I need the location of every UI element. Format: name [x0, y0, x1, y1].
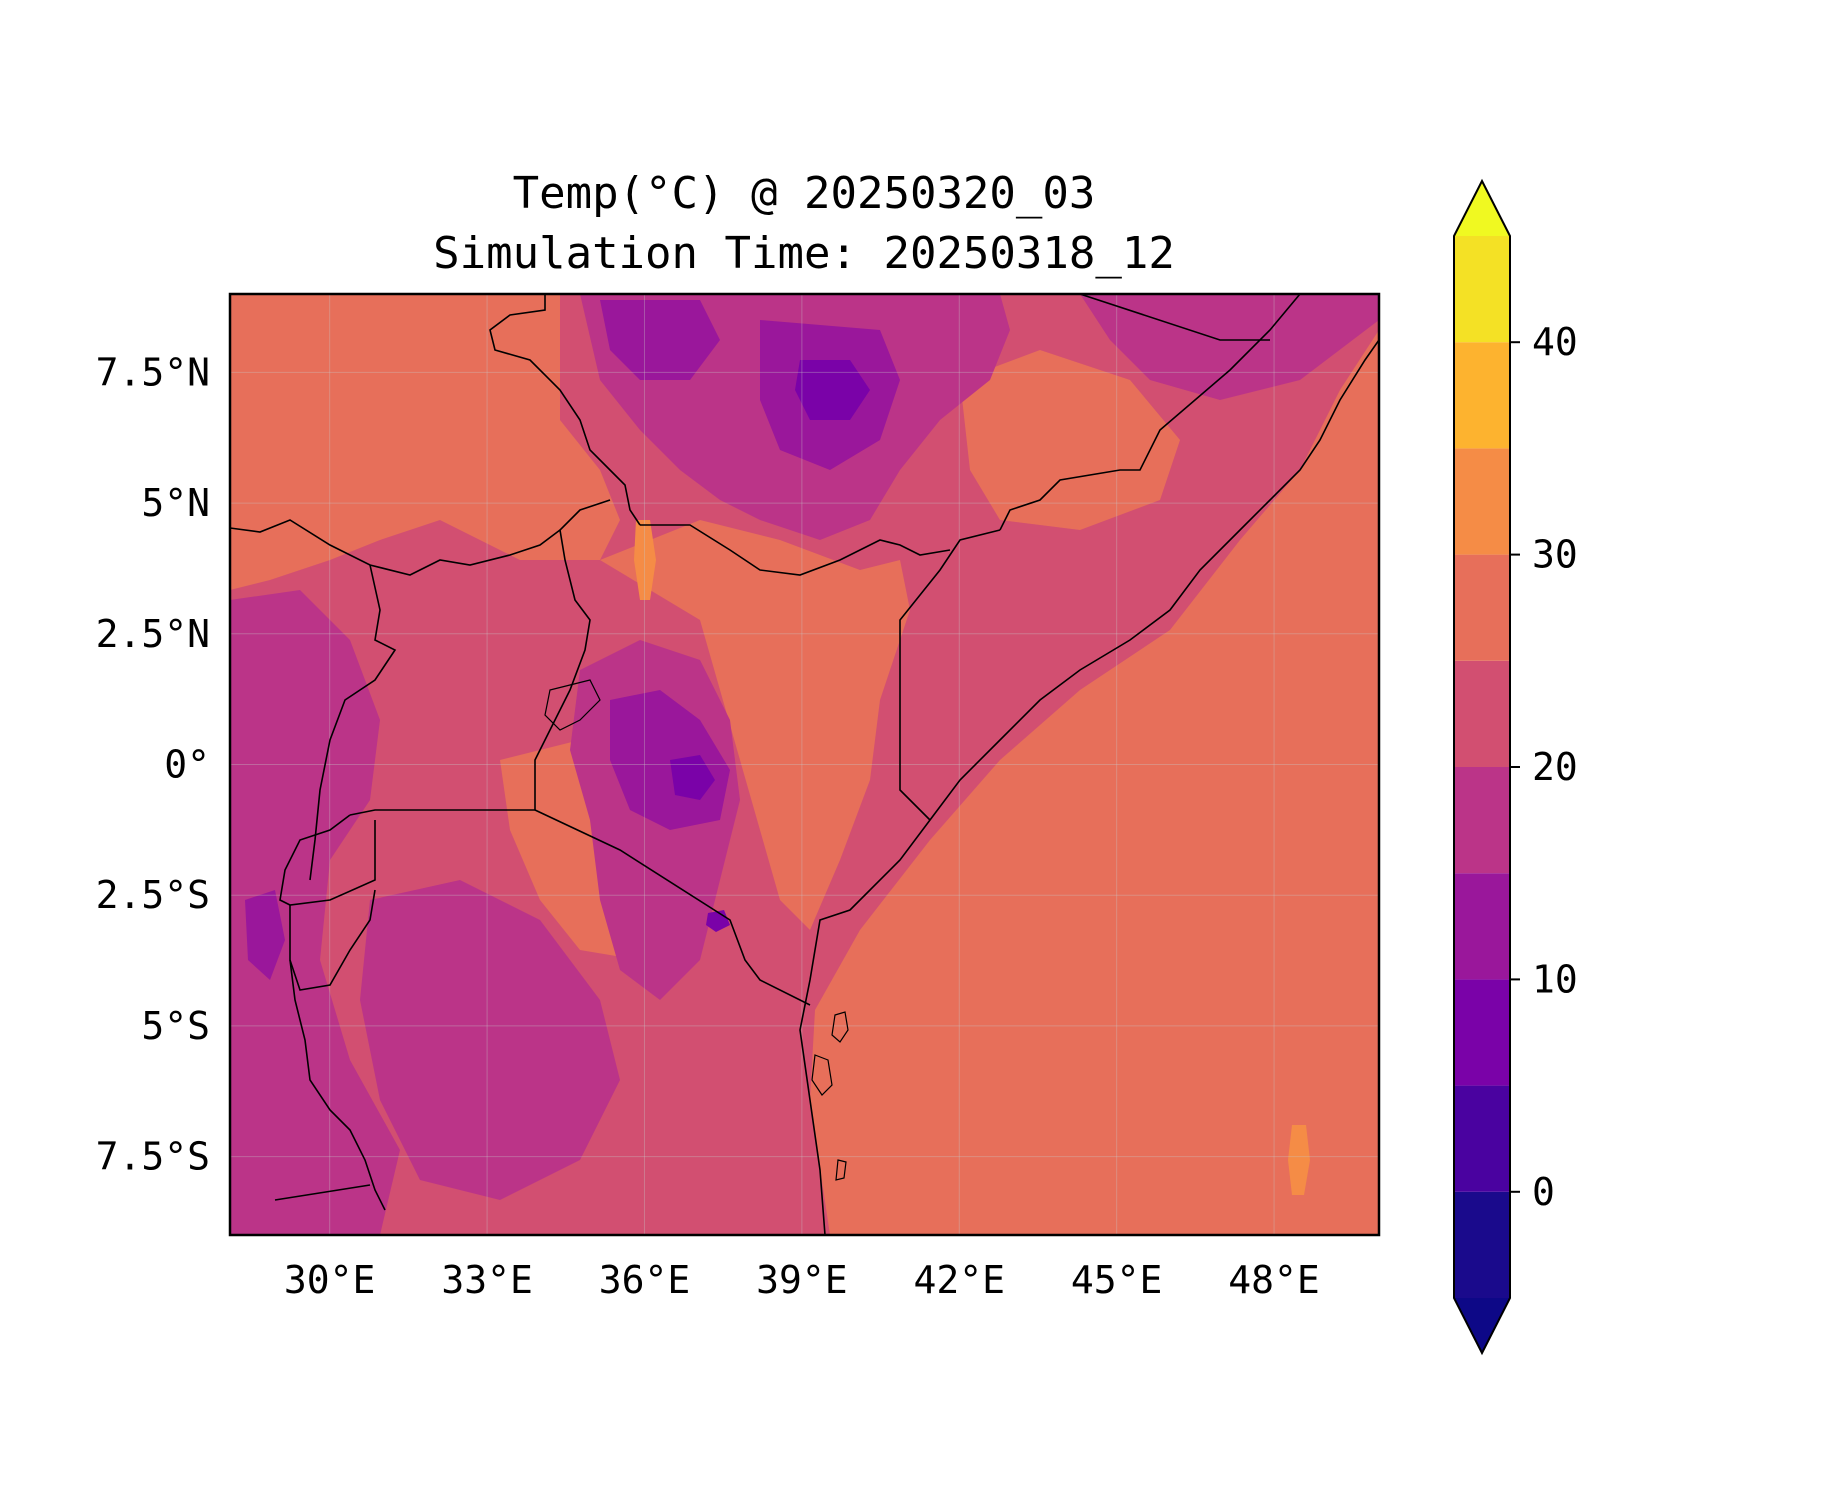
temp-contour-15-20-ethiopia-east — [1080, 294, 1379, 400]
temp-contour-30-35-coast — [1288, 1125, 1310, 1195]
colorbar-extend-min — [1454, 1298, 1510, 1353]
y-tick-label: 5°N — [141, 481, 210, 525]
y-tick-label: 0° — [164, 743, 210, 787]
colorbar-swatch — [1454, 767, 1510, 874]
temp-contour-25-30-kenya — [600, 520, 910, 930]
y-axis: 7.5°N 5°N 2.5°N 0° 2.5°S 5°S 7.5°S — [96, 350, 210, 1178]
y-tick-label: 5°S — [141, 1004, 210, 1048]
colorbar-tick-label: 20 — [1532, 745, 1578, 789]
temp-contour-15-20-west — [230, 590, 400, 1235]
colorbar-outline — [1453, 178, 1511, 1356]
island-zanzibar — [811, 1054, 833, 1096]
temp-contour-10-15-kivu — [245, 890, 285, 980]
colorbar-swatch — [1454, 979, 1510, 1086]
chart-title-line-1: Temp(°C) @ 20250320_03 — [513, 168, 1096, 219]
border-tanzania-kenya — [534, 809, 811, 1006]
temp-contour-30-35-turkana — [634, 520, 656, 600]
map-panel — [230, 294, 1379, 1235]
colorbar-swatch — [1454, 660, 1510, 767]
x-axis: 30°E 33°E 36°E 39°E 42°E 45°E 48°E — [284, 1258, 1320, 1302]
y-tick-label: 2.5°N — [96, 612, 210, 656]
colorbar-swatch — [1454, 873, 1510, 980]
lake-victoria — [544, 679, 601, 731]
temp-contour-25-30-ogaden — [960, 350, 1180, 530]
border-uganda-congo — [309, 564, 397, 881]
island-pemba — [831, 1011, 849, 1043]
colorbar-swatch — [1454, 554, 1510, 661]
colorbar-tick-label: 10 — [1532, 957, 1578, 1001]
x-tick-label: 45°E — [1071, 1258, 1163, 1302]
map-frame — [228, 292, 1381, 1237]
colorbar: 0 10 20 30 40 — [1453, 178, 1578, 1356]
y-tick-label: 7.5°S — [96, 1135, 210, 1179]
x-tick-label: 39°E — [756, 1258, 848, 1302]
x-tick-label: 42°E — [914, 1258, 1006, 1302]
coastline — [799, 339, 1379, 1235]
border-south-sudan-ethiopia — [489, 294, 641, 526]
temp-contour-5-10-kenya — [670, 755, 715, 800]
colorbar-swatch — [1454, 236, 1510, 343]
border-zambia — [274, 1184, 371, 1201]
colorbar-tick-label: 40 — [1532, 320, 1578, 364]
colorbar-swatch — [1454, 1085, 1510, 1192]
border-rwanda-burundi — [279, 814, 376, 906]
colorbar-extend-max — [1454, 181, 1510, 236]
gridlines — [230, 294, 1379, 1235]
y-tick-label: 7.5°N — [96, 350, 210, 394]
border-uganda-kenya — [534, 499, 611, 810]
x-tick-label: 30°E — [284, 1258, 376, 1302]
temp-contour-15-20-south — [360, 880, 620, 1200]
chart-title-line-2: Simulation Time: 20250318_12 — [433, 228, 1175, 279]
border-lake-tanganyika — [289, 959, 386, 1211]
colorbar-swatch — [1454, 448, 1510, 555]
border-ethiopia-somalia — [999, 294, 1301, 531]
border-ethiopia-kenya — [640, 524, 951, 576]
border-ethiopia-north — [1079, 294, 1270, 341]
border-kenya-somalia — [899, 529, 1001, 821]
border-south-sudan-uganda — [230, 519, 561, 576]
x-tick-label: 48°E — [1228, 1258, 1320, 1302]
island-mafia — [835, 1159, 847, 1181]
x-tick-label: 33°E — [441, 1258, 533, 1302]
y-tick-label: 2.5°S — [96, 873, 210, 917]
colorbar-tick-label: 30 — [1532, 533, 1578, 577]
temp-contour-10-15-ethiopia — [600, 300, 720, 380]
temp-contour-5-10-ethiopia — [795, 360, 870, 420]
border-tanzania-uganda — [349, 809, 535, 816]
x-tick-label: 36°E — [599, 1258, 691, 1302]
boundaries — [230, 294, 1379, 1235]
colorbar-tick-label: 0 — [1532, 1170, 1555, 1214]
colorbar-swatch — [1454, 342, 1510, 449]
colorbar-swatch — [1454, 1191, 1510, 1298]
temp-contour-25-30-north — [230, 294, 620, 590]
